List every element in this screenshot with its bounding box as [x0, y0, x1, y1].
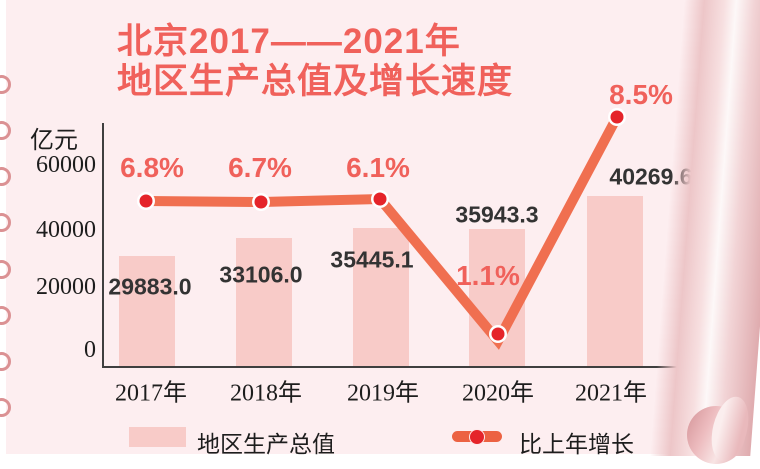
binder-ring-icon [0, 260, 11, 279]
binder-ring-icon [0, 121, 11, 140]
y-tick-label: 0 [84, 337, 96, 363]
binder-ring-icon [0, 306, 11, 325]
y-tick-label: 60000 [36, 152, 96, 178]
x-axis-line [102, 366, 696, 368]
growth-label: 8.5% [609, 79, 673, 110]
chart-title-line2: 地区生产总值及增长速度 [117, 62, 514, 101]
y-axis-unit-label: 亿元 [30, 128, 78, 154]
legend-bar-label: 地区生产总值 [197, 432, 335, 457]
chart-title-line1: 北京2017——2021年 [117, 22, 461, 61]
y-tick-label: 40000 [36, 217, 96, 243]
growth-label: 1.1% [456, 260, 520, 291]
growth-label: 6.8% [120, 152, 184, 183]
year-label: 2020年 [462, 380, 534, 407]
year-label: 2019年 [347, 380, 419, 407]
binder-ring-icon [0, 167, 11, 186]
legend-dot-icon [469, 429, 485, 445]
page-curl-band [649, 0, 760, 456]
growth-label: 6.7% [228, 152, 292, 183]
binder-ring-icon [0, 398, 11, 417]
y-tick-label: 20000 [36, 274, 96, 300]
y-axis-line [102, 123, 104, 367]
year-label: 2018年 [230, 380, 302, 407]
binder-ring-icon [0, 75, 11, 94]
year-label: 2021年 [575, 380, 647, 407]
growth-label: 6.1% [346, 152, 410, 183]
chart-title: 北京2017——2021年 地区生产总值及增长速度 [117, 22, 513, 102]
legend-bar-swatch [129, 427, 186, 447]
legend-line-label: 比上年增长 [519, 432, 634, 457]
year-label: 2017年 [115, 380, 187, 407]
page-curl [649, 0, 760, 456]
binder-ring-icon [0, 352, 11, 371]
binder-ring-icon [0, 213, 11, 232]
